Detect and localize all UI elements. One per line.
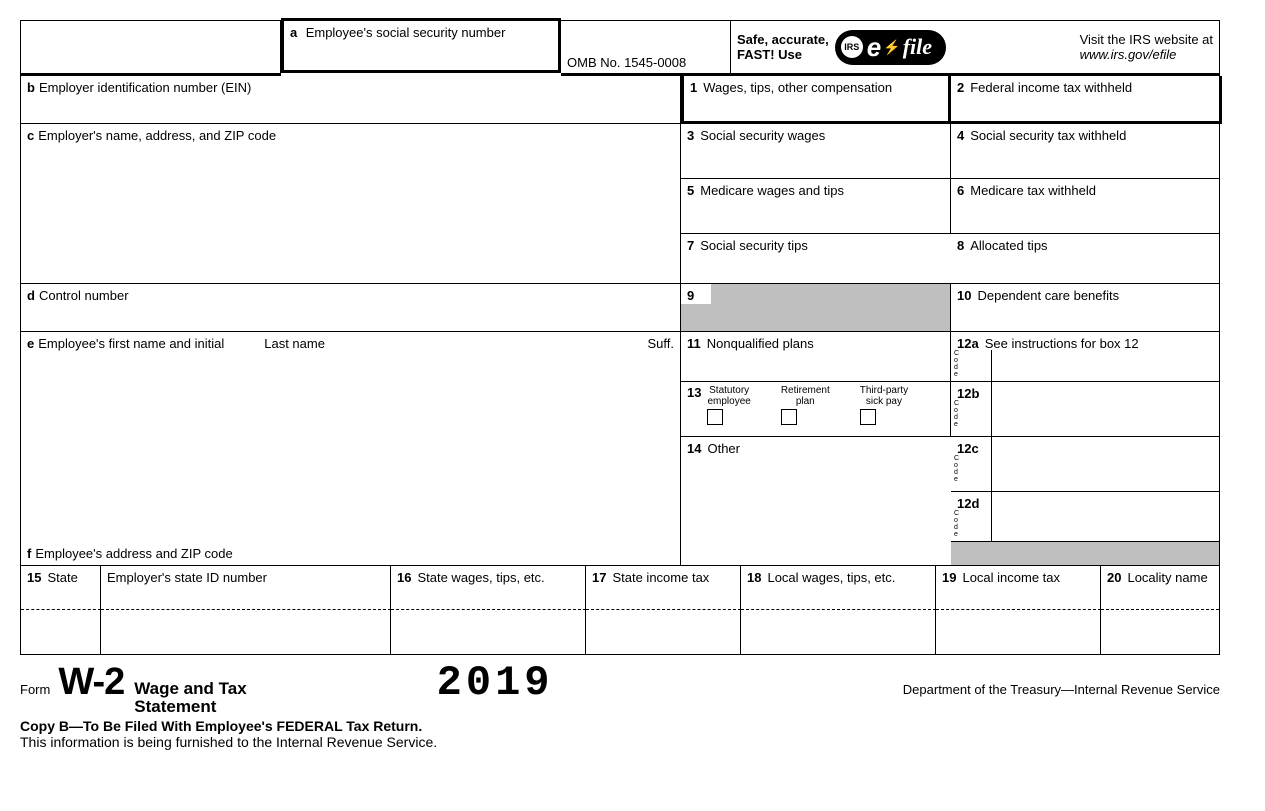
copy-b: Copy B—To Be Filed With Employee's FEDER… — [20, 718, 1220, 750]
blank-15b — [101, 610, 391, 654]
letter-a: a — [290, 25, 297, 40]
w2-form: a Employee's social security number OMB … — [20, 20, 1220, 655]
box-8: 8Allocated tips — [951, 234, 1219, 284]
row-b: bEmployer identification number (EIN) 1W… — [21, 76, 1219, 124]
blank-19 — [936, 610, 1101, 654]
form-footer: Form W-2 Wage and Tax Statement 2019 Dep… — [20, 659, 1220, 750]
visit-text: Visit the IRS website at www.irs.gov/efi… — [1080, 32, 1213, 62]
blank-17 — [586, 610, 741, 654]
label-c: Employer's name, address, and ZIP code — [38, 128, 276, 143]
box-12d: 12d C o d e — [951, 492, 1219, 542]
box-10: 10Dependent care benefits — [951, 284, 1219, 332]
box-18: 18Local wages, tips, etc. — [741, 566, 936, 610]
form-title: Wage and Tax Statement — [134, 680, 246, 716]
box-3: 3Social security wages — [681, 124, 951, 179]
box-11: 11Nonqualified plans — [681, 332, 951, 382]
efile-irs-circle: IRS — [841, 36, 863, 58]
row-top: a Employee's social security number OMB … — [21, 21, 1219, 76]
blank-top — [21, 21, 281, 76]
box-12-grey — [951, 542, 1219, 566]
box-16: 16State wages, tips, etc. — [391, 566, 586, 610]
box-c: cEmployer's name, address, and ZIP code — [21, 124, 681, 284]
box-b: bEmployer identification number (EIN) — [21, 76, 681, 124]
box-5: 5Medicare wages and tips — [681, 179, 951, 234]
lightning-icon: ⚡ — [883, 39, 900, 56]
blank-15a — [21, 610, 101, 654]
box-2: 2Federal income tax withheld — [951, 76, 1222, 124]
box-12b: 12b C o d e — [951, 382, 1219, 437]
box-19: 19Local income tax — [936, 566, 1101, 610]
efile-e: e — [867, 32, 881, 63]
row-state-header: 15State Employer's state ID number 16Sta… — [21, 566, 1219, 610]
box-efile: Safe, accurate, FAST! Use IRS e ⚡ file V… — [731, 21, 1219, 76]
box-15-state: 15State — [21, 566, 101, 610]
omb-text: OMB No. 1545-0008 — [567, 55, 686, 70]
label-a: Employee's social security number — [306, 25, 506, 40]
label-1: Wages, tips, other compensation — [703, 80, 892, 95]
b13-retirement: Retirement plan — [781, 385, 830, 425]
row-e: eEmployee's first name and initial Last … — [21, 332, 1219, 566]
box-4: 4Social security tax withheld — [951, 124, 1219, 179]
row-state-blank — [21, 610, 1219, 654]
box-d: dControl number — [21, 284, 681, 332]
label-d: Control number — [39, 288, 129, 303]
b13-thirdparty: Third-party sick pay — [860, 385, 908, 425]
box-13: 13 Statutory employee Retirement plan Th… — [681, 382, 951, 437]
box-15-id: Employer's state ID number — [101, 566, 391, 610]
box-14: 14Other — [681, 437, 951, 566]
row-d: dControl number 9 10Dependent care benef… — [21, 284, 1219, 332]
box-1: 1Wages, tips, other compensation — [681, 76, 951, 124]
row-c: cEmployer's name, address, and ZIP code … — [21, 124, 1219, 284]
box-9: 9 — [681, 284, 951, 332]
blank-20 — [1101, 610, 1219, 654]
box-12c: 12c C o d e — [951, 437, 1219, 492]
checkbox-thirdparty[interactable] — [860, 409, 876, 425]
box-12a: 12aSee instructions for box 12 C o d e — [951, 332, 1219, 382]
box-omb: OMB No. 1545-0008 — [561, 21, 731, 76]
blank-16 — [391, 610, 586, 654]
box-a: a Employee's social security number — [281, 18, 561, 73]
checkbox-statutory[interactable] — [707, 409, 723, 425]
label-2: Federal income tax withheld — [970, 80, 1132, 95]
box-ef: eEmployee's first name and initial Last … — [21, 332, 681, 566]
efile-file: file — [903, 34, 932, 60]
blank-18 — [741, 610, 936, 654]
box-17: 17State income tax — [586, 566, 741, 610]
box-6: 6Medicare tax withheld — [951, 179, 1219, 234]
efile-logo: IRS e ⚡ file — [835, 30, 946, 65]
checkbox-retirement[interactable] — [781, 409, 797, 425]
label-b: Employer identification number (EIN) — [39, 80, 251, 95]
safe-text: Safe, accurate, FAST! Use — [737, 32, 829, 62]
dept-text: Department of the Treasury—Internal Reve… — [903, 682, 1220, 697]
form-word: Form — [20, 682, 50, 697]
form-number: W-2 — [58, 661, 124, 704]
tax-year: 2019 — [437, 659, 554, 707]
box-7: 7Social security tips — [681, 234, 951, 284]
b13-statutory: Statutory employee — [707, 385, 750, 425]
box-20: 20Locality name — [1101, 566, 1219, 610]
